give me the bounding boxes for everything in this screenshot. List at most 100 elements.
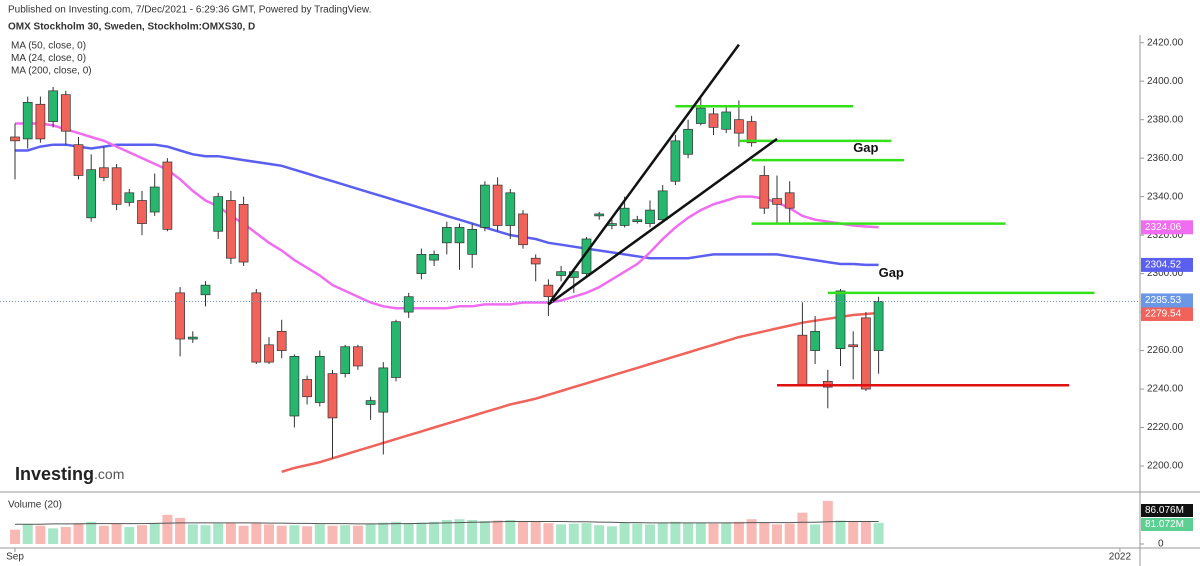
candle-body <box>124 192 135 203</box>
candle-body <box>340 346 351 375</box>
candle-body <box>784 192 795 209</box>
last-price-label-box <box>1141 293 1193 308</box>
candle-body <box>657 190 668 221</box>
y-tick-label: 2380.00 <box>1147 114 1184 125</box>
x-tick-label: Sep <box>6 552 24 563</box>
candle-body <box>848 344 859 348</box>
volume-bar <box>365 523 376 544</box>
volume-bar <box>606 526 617 544</box>
candle-body <box>441 227 452 244</box>
volume-label-box <box>1141 518 1193 531</box>
candle-body <box>670 140 681 182</box>
trend-line <box>547 137 778 306</box>
candle-body <box>353 346 363 367</box>
candle-body <box>810 330 820 351</box>
candle-body <box>594 213 605 217</box>
volume-ma-line <box>15 521 879 525</box>
legend-entry: MA (24, close, 0) <box>11 53 86 64</box>
candle-body <box>149 186 160 213</box>
y-tick-label: 2220.00 <box>1147 422 1184 433</box>
volume-bar <box>721 523 732 544</box>
candle-body <box>60 94 71 132</box>
volume-bar <box>403 523 414 544</box>
volume-bar <box>530 521 541 544</box>
volume-bar <box>632 523 643 544</box>
volume-bar <box>594 525 605 544</box>
volume-bar <box>619 523 630 544</box>
candle-body <box>759 175 770 209</box>
volume-bar <box>784 523 795 544</box>
volume-label: 81.072M <box>1145 519 1184 530</box>
ma-line <box>15 122 879 310</box>
y-tick-label: 2340.00 <box>1147 191 1184 202</box>
candle-body <box>276 330 287 351</box>
volume-bar <box>822 500 833 544</box>
candle-body <box>708 113 719 128</box>
volume-bar <box>213 523 224 544</box>
volume-bar <box>302 526 313 544</box>
volume-bar <box>848 521 859 544</box>
volume-tick-label: 0 <box>1158 539 1164 550</box>
volume-bar <box>708 523 719 544</box>
candle-body <box>226 200 236 259</box>
x-tick-label: 2022 <box>1109 552 1132 563</box>
volume-bar <box>10 529 20 544</box>
candle-body <box>480 184 490 228</box>
volume-bar <box>416 522 427 544</box>
y-tick-label: 2260.00 <box>1147 345 1184 356</box>
candle-body <box>683 128 693 155</box>
volume-title: Volume (20) <box>8 500 62 511</box>
volume-bar <box>441 519 452 544</box>
volume-bar <box>733 521 744 544</box>
candle-body <box>416 254 427 274</box>
candle-body <box>162 161 173 230</box>
volume-bar <box>873 522 884 544</box>
candle-body <box>543 284 554 298</box>
volume-bar <box>556 524 567 544</box>
candle-body <box>378 367 389 413</box>
candle-body <box>645 209 655 224</box>
logo: Investing.com <box>15 464 124 484</box>
volume-bar <box>772 524 782 544</box>
candle-body <box>721 111 732 130</box>
candle-body <box>187 336 198 340</box>
volume-bar <box>60 527 71 544</box>
candle-body <box>35 103 46 140</box>
volume-bar <box>137 525 147 544</box>
volume-bar <box>518 521 528 544</box>
candle-body <box>467 228 478 255</box>
y-tick-label: 2300.00 <box>1147 268 1184 279</box>
y-tick-label: 2240.00 <box>1147 384 1184 395</box>
volume-bar <box>200 525 211 544</box>
candle-body <box>403 296 414 313</box>
volume-bar <box>581 523 592 544</box>
candle-body <box>632 219 643 222</box>
candle-body <box>175 292 185 340</box>
logo-suffix: .com <box>94 466 124 482</box>
published-note: Published on Investing.com, 7/Dec/2021 -… <box>8 5 371 16</box>
volume-bar <box>492 520 503 544</box>
candle-body <box>454 227 465 244</box>
volume-bar <box>73 523 84 544</box>
volume-bar <box>111 523 122 544</box>
trend-line <box>547 43 740 306</box>
gap-label: Gap <box>853 140 878 155</box>
ma-value-label: 2304.52 <box>1145 260 1182 271</box>
volume-bar <box>314 524 325 544</box>
candle-body <box>581 238 592 274</box>
volume-bar <box>86 521 97 544</box>
volume-bar <box>378 522 389 544</box>
candle-body <box>111 167 122 205</box>
ma-value-label-box <box>1141 306 1193 321</box>
candle-body <box>861 317 871 390</box>
volume-bar <box>657 522 668 544</box>
volume-bar <box>391 521 401 544</box>
candle-body <box>518 213 528 246</box>
volume-bar <box>352 525 363 544</box>
ma-line <box>15 143 879 267</box>
volume-bar <box>810 524 821 544</box>
volume-bar <box>568 523 579 544</box>
candle-body <box>492 184 503 226</box>
volume-ma-label: 86.076M <box>1145 505 1184 516</box>
